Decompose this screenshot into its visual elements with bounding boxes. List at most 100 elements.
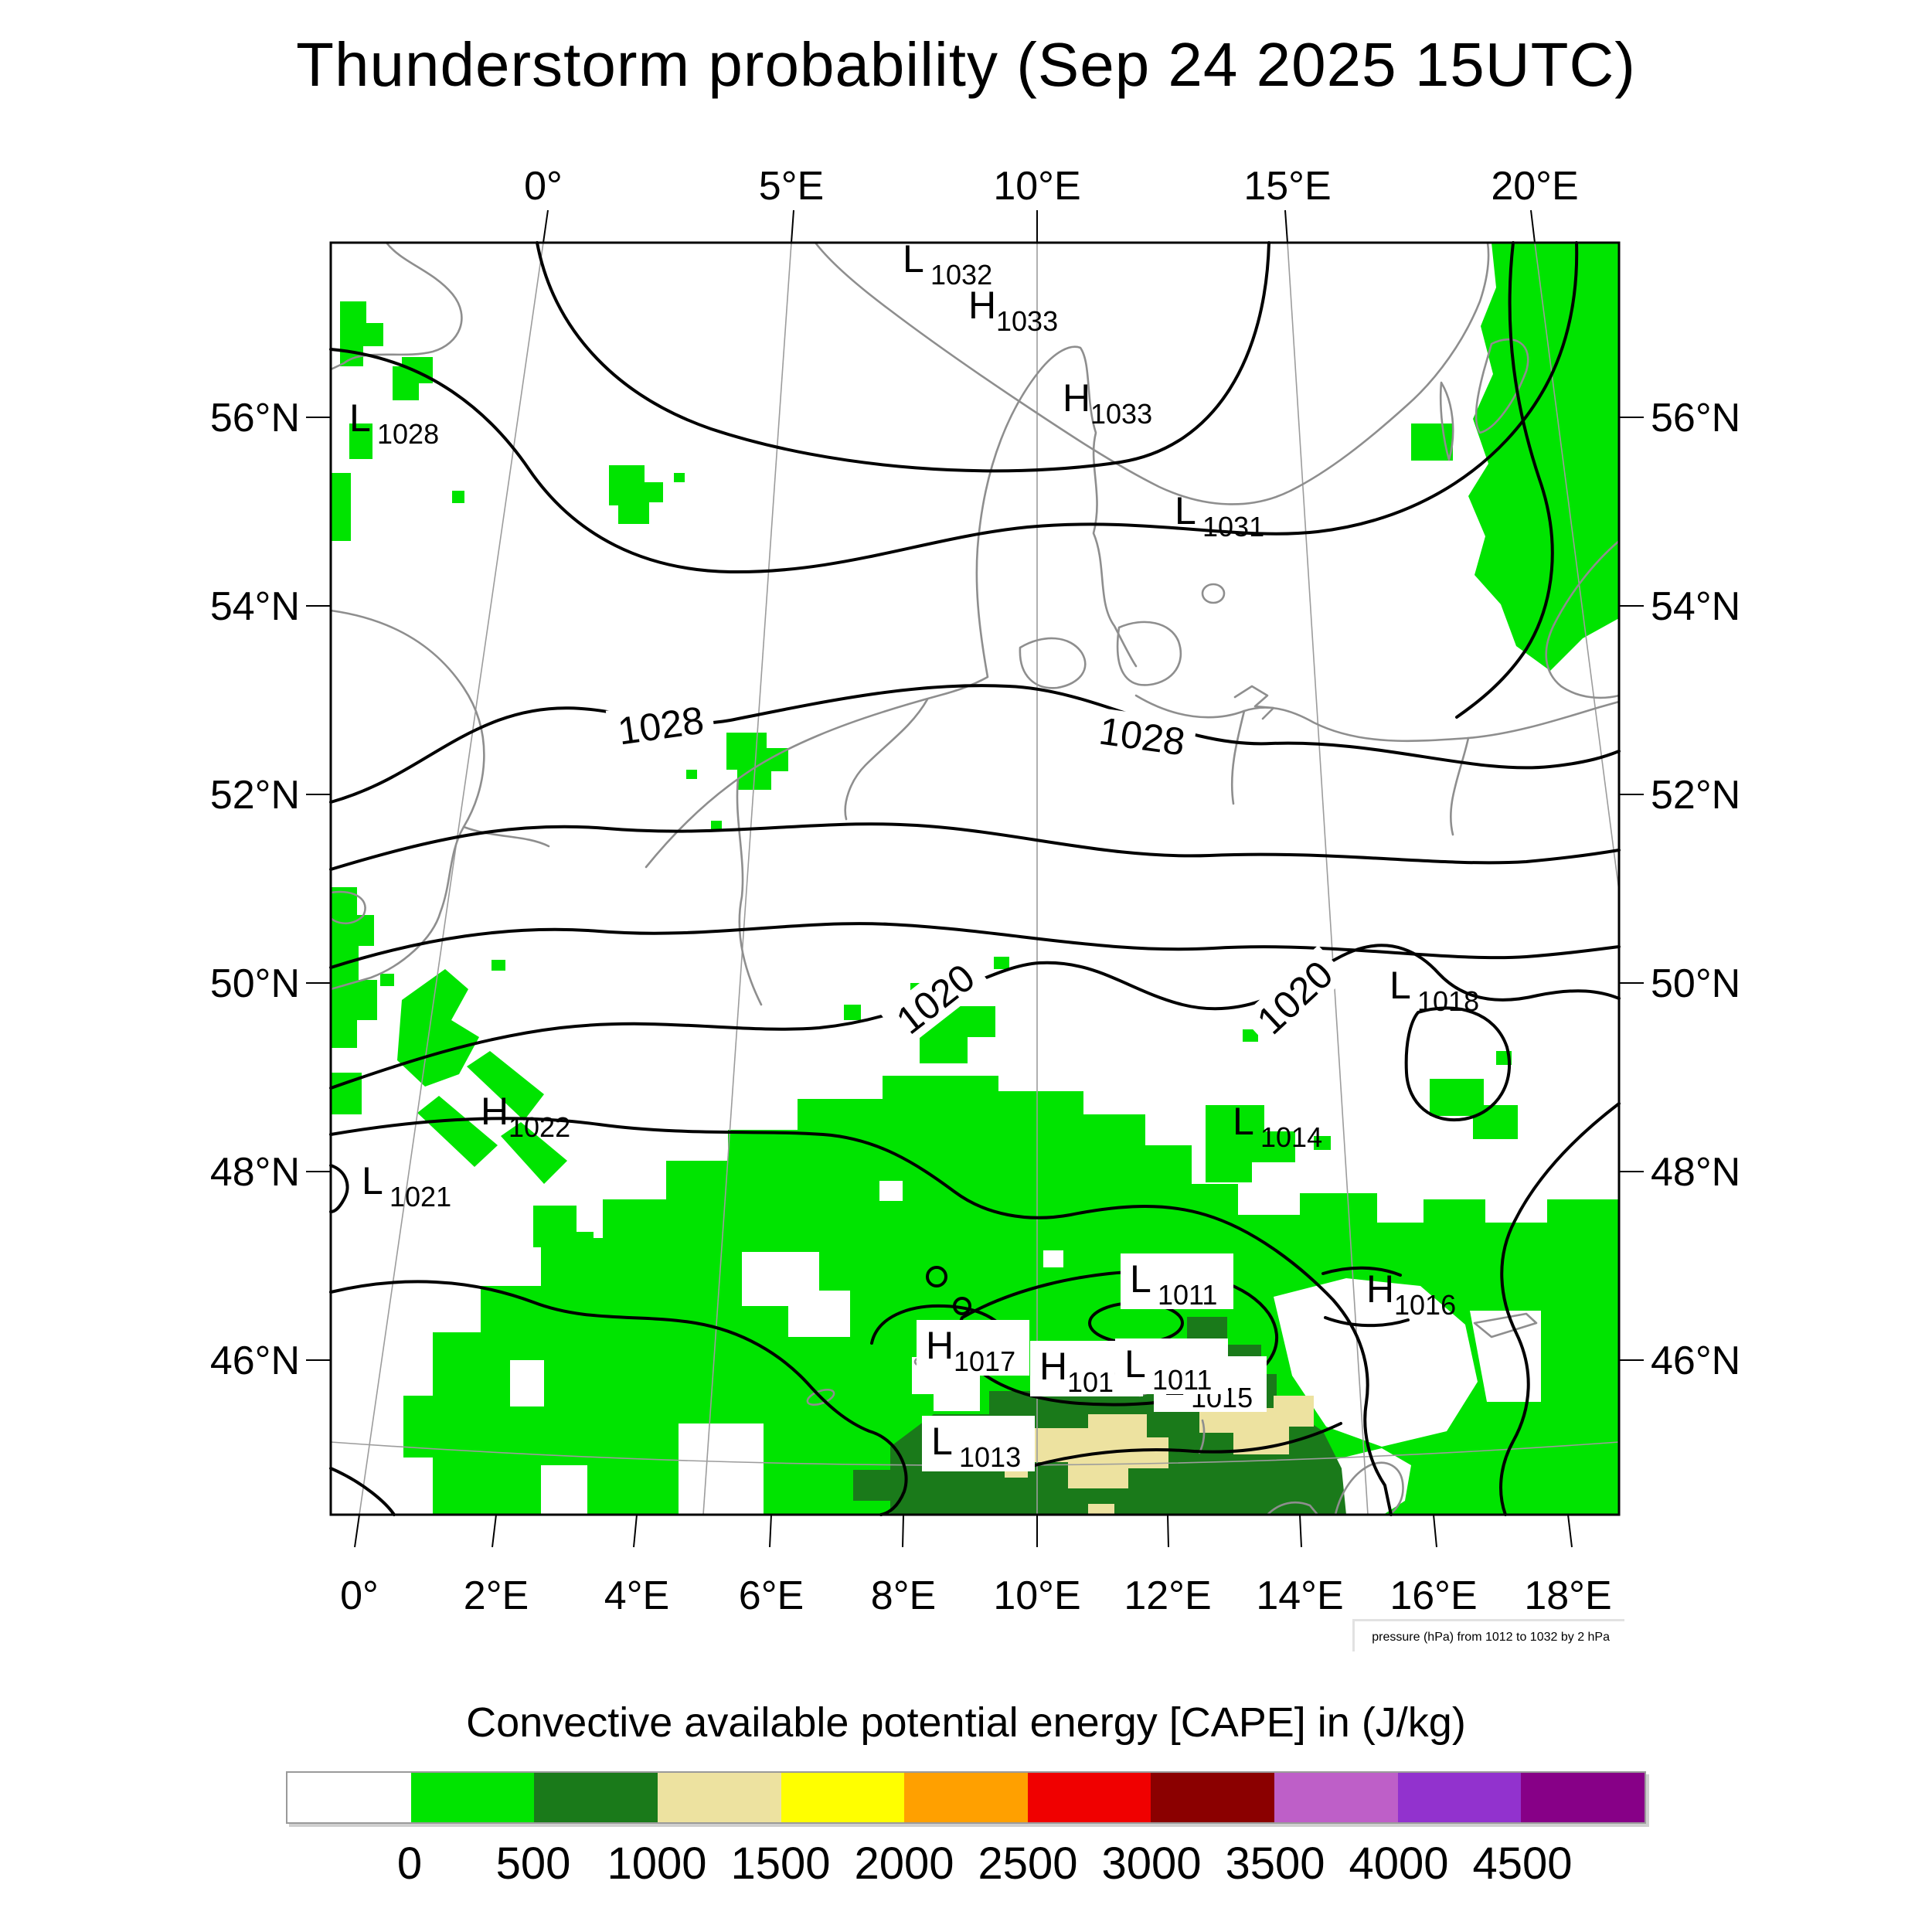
bottom-axis-tick-label: 10°E [993, 1573, 1080, 1618]
pressure-center-value: 1031 [1202, 511, 1264, 543]
top-axis-tick-label: 5°E [759, 164, 824, 209]
bottom-axis-tick-label: 0° [340, 1573, 379, 1618]
cape-color-cell-7 [1151, 1773, 1275, 1822]
pressure-center-letter: L [1389, 964, 1411, 1007]
pressure-center-value: 1014 [1260, 1121, 1322, 1153]
top-axis-tick-label: 20°E [1491, 164, 1578, 209]
bottom-axis-tick-label: 16°E [1389, 1573, 1477, 1618]
contour-label: 1028 [605, 696, 716, 754]
pressure-center: H 1016 [1366, 1267, 1456, 1321]
contour-label-text: 1028 [1097, 709, 1188, 764]
cape-tick-label: 4500 [1472, 1838, 1573, 1889]
pressure-center: H 1033 [968, 284, 1058, 337]
cape-tick-label: 4000 [1349, 1838, 1449, 1889]
pressure-center-letter: L [1233, 1100, 1254, 1143]
pressure-center-letter: L [1175, 489, 1196, 532]
pressure-center-letter: L [1124, 1342, 1146, 1386]
right-axis-tick-label: 48°N [1651, 1150, 1740, 1195]
pressure-center-value: 1022 [509, 1111, 570, 1143]
contour-label-text: 1028 [615, 699, 706, 753]
pressure-center-value: 1021 [389, 1181, 451, 1213]
pressure-center-letter: H [968, 284, 996, 327]
pressure-center-letter: L [903, 237, 924, 281]
left-axis-tick-label: 56°N [210, 396, 300, 440]
contour-label: 1028 [1087, 706, 1198, 765]
top-axis-tick-label: 10°E [993, 164, 1080, 209]
cape-color-cell-3 [657, 1773, 781, 1822]
pressure-center-value: 1033 [1090, 398, 1152, 430]
isobar-layer [329, 241, 1621, 1516]
pressure-center-letter: L [349, 396, 371, 440]
left-axis-tick-label: 50°N [210, 961, 300, 1006]
cape-color-cell-6 [1027, 1773, 1151, 1822]
cape-color-cell-10 [1521, 1773, 1645, 1822]
bottom-axis-tick-label: 4°E [604, 1573, 669, 1618]
pressure-caption: pressure (hPa) from 1012 to 1032 by 2 hP… [1355, 1621, 1627, 1654]
right-axis-tick-label: 46°N [1651, 1338, 1740, 1383]
pressure-center-value: 1013 [959, 1441, 1021, 1473]
pressure-center: L 1013 [922, 1416, 1035, 1473]
pressure-center-value: 1011 [1158, 1279, 1217, 1311]
pressure-center-letter: L [931, 1420, 953, 1463]
top-axis-tick-label: 0° [524, 164, 563, 209]
pressure-center-value: 1017 [954, 1345, 1015, 1377]
pressure-center: L 1011 [1121, 1253, 1233, 1311]
pressure-center: L 1018 [1389, 964, 1479, 1017]
pressure-center-letter: H [481, 1090, 509, 1133]
pressure-center: L 1031 [1175, 489, 1264, 543]
left-axis-tick-label: 48°N [210, 1150, 300, 1195]
bottom-axis-tick-label: 12°E [1124, 1573, 1211, 1618]
right-axis-tick-label: 52°N [1651, 773, 1740, 818]
cape-tick-label: 2500 [978, 1838, 1078, 1889]
cape-color-cell-5 [904, 1773, 1028, 1822]
cape-tick-label: 0 [396, 1838, 423, 1889]
cape-color-cell-4 [781, 1773, 905, 1822]
pressure-center-value: 1033 [996, 305, 1058, 337]
page-title: Thunderstorm probability (Sep 24 2025 15… [296, 30, 1636, 99]
bottom-axis-tick-label: 18°E [1524, 1573, 1611, 1618]
pressure-center-letter: L [1130, 1257, 1151, 1301]
bottom-axis-tick-label: 8°E [871, 1573, 936, 1618]
pressure-center-value: 1028 [377, 418, 439, 450]
cape-tick-label: 3500 [1225, 1838, 1325, 1889]
left-axis-tick-label: 54°N [210, 584, 300, 629]
cape-color-cell-0 [287, 1773, 411, 1822]
pressure-center: L 1032 [903, 237, 992, 291]
pressure-center-value: 1032 [930, 259, 992, 291]
colorbar-title: Convective available potential energy [C… [466, 1699, 1466, 1746]
pressure-center: L 1011 [1115, 1338, 1228, 1396]
pressure-center-letter: L [362, 1159, 383, 1202]
map-frame [329, 241, 1621, 1516]
pressure-center: L 1014 [1233, 1100, 1322, 1153]
contour-label: 1020 [1241, 945, 1348, 1049]
cape-color-cell-1 [410, 1773, 535, 1822]
pressure-center-letter: H [926, 1324, 954, 1367]
bottom-axis-tick-label: 2°E [464, 1573, 529, 1618]
coastline-layer [329, 241, 1621, 1516]
cape-tick-label: 1000 [607, 1838, 707, 1889]
cape-colorbar [286, 1771, 1646, 1824]
pressure-center: H 1022 [481, 1090, 570, 1143]
pressure-center: L 1028 [349, 396, 439, 450]
cape-tick-label: 500 [495, 1838, 571, 1889]
right-axis-tick-label: 56°N [1651, 396, 1740, 440]
cape-color-cell-9 [1397, 1773, 1522, 1822]
left-axis-tick-label: 46°N [210, 1338, 300, 1383]
pressure-center-letter: H [1039, 1345, 1067, 1388]
pressure-center-value: 1011 [1152, 1364, 1212, 1396]
cape-color-cell-8 [1274, 1773, 1398, 1822]
top-axis-tick-label: 15°E [1243, 164, 1331, 209]
left-axis-tick-label: 52°N [210, 773, 300, 818]
pressure-center-letter: H [1063, 376, 1090, 420]
pressure-center: H 1033 [1063, 376, 1152, 430]
pressure-center: L 1021 [362, 1159, 451, 1213]
axis-labels: 0° 5°E 10°E 15°E 20°E 0° 2°E 4°E 6°E 8°E 10°E 12°E 1… [210, 164, 1740, 1618]
cape-tick-label: 3000 [1101, 1838, 1202, 1889]
bottom-axis-tick-label: 14°E [1256, 1573, 1343, 1618]
pressure-center: H 1017 [917, 1320, 1029, 1377]
right-axis-tick-label: 50°N [1651, 961, 1740, 1006]
